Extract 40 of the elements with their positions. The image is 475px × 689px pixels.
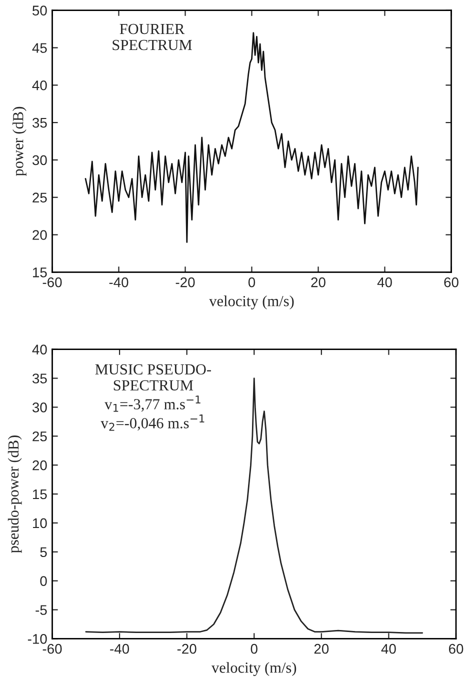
y-tick-label: 30 (32, 155, 47, 166)
y-tick-label: 40 (32, 80, 47, 90)
y-tick-label: 40 (32, 344, 47, 354)
y-tick-label: 20 (32, 230, 47, 240)
x-tick-label: 60 (444, 277, 458, 288)
y-tick-label: 10 (33, 518, 47, 528)
y-tick-label: 25 (32, 192, 47, 203)
x-tick-label: 40 (381, 644, 396, 654)
x-tick-label: 0 (248, 277, 256, 288)
y-axis-title: power (dB) (12, 106, 26, 176)
x-tick-label: 20 (311, 277, 326, 288)
annotation: FOURIER SPECTRUM (112, 24, 192, 50)
y-tick-label: 0 (40, 576, 47, 586)
y-tick-label: 30 (32, 402, 47, 412)
x-tick-label: -40 (109, 277, 128, 288)
x-axis-title: velocity (m/s) (211, 662, 296, 676)
y-tick-label: 15 (33, 268, 47, 278)
x-tick-label: -60 (42, 277, 62, 288)
x-tick-label: 20 (314, 644, 329, 654)
x-tick-label: -20 (177, 644, 196, 654)
x-tick-label: -40 (110, 644, 130, 654)
text: MUSIC PSEUDO- SPECTRUM v$_{1}$=-3,77 m.s$^{−1}$ v$_{2}$=-0,046 m.s$^{−1}$ (95, 364, 211, 431)
y-tick-label: 50 (32, 6, 47, 16)
y-tick-label: 35 (32, 374, 47, 384)
x-tick-label: -20 (176, 277, 195, 288)
y-tick-label: 5 (40, 547, 47, 558)
y-axis-title: pseudo-power (dB) (8, 436, 22, 553)
y-tick-label: 20 (32, 460, 47, 470)
x-tick-label: 40 (377, 277, 392, 288)
x-tick-label: 0 (250, 644, 258, 654)
y-tick-label: 15 (33, 489, 47, 500)
x-tick-label: -60 (42, 644, 62, 654)
y-tick-label: -10 (28, 634, 47, 644)
y-tick-label: -5 (36, 605, 47, 615)
y-tick-label: 25 (32, 431, 47, 442)
y-tick-label: 35 (32, 118, 47, 128)
line-series (85, 378, 424, 634)
x-tick-label: 60 (448, 644, 464, 654)
y-tick-label: 45 (32, 43, 47, 53)
x-axis-title: velocity (m/s) (209, 296, 294, 310)
